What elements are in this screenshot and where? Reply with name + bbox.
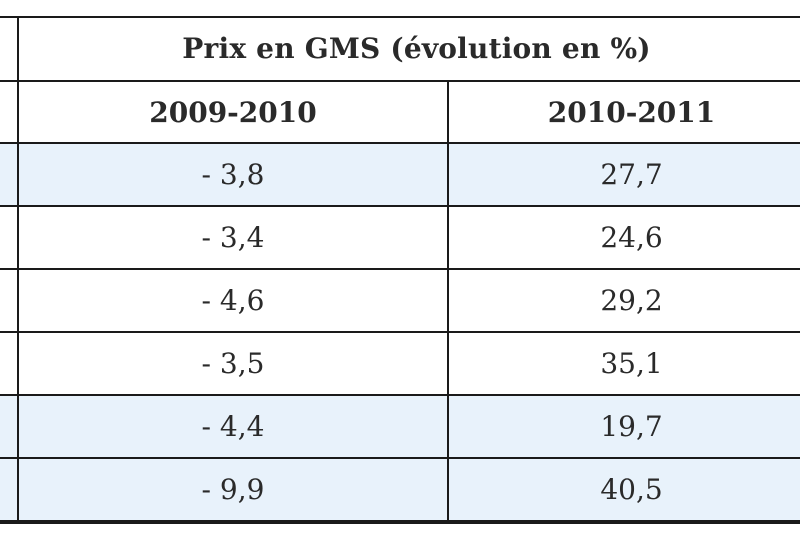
- table-stub-cell: [0, 205, 19, 270]
- table-cell: - 3,8: [17, 142, 449, 207]
- table-cell: - 3,5: [17, 331, 449, 396]
- table-cell: - 4,4: [17, 394, 449, 459]
- table-stub-cell: [0, 457, 19, 522]
- price-evolution-table: Prix en GMS (évolution en %) 2009-2010 2…: [0, 16, 800, 522]
- table-cell: 35,1: [446, 331, 800, 396]
- table-cell: - 4,6: [17, 268, 449, 333]
- table-cell: - 3,4: [17, 205, 449, 270]
- table-stub-cell: [0, 394, 19, 459]
- table-title-row: Prix en GMS (évolution en %): [0, 16, 800, 82]
- table-header-row: 2009-2010 2010-2011: [0, 80, 800, 144]
- table-row: - 4,6 29,2: [0, 268, 800, 333]
- table-row: - 4,4 19,7: [0, 394, 800, 459]
- table-cell: 29,2: [446, 268, 800, 333]
- table-cell: 40,5: [446, 457, 800, 522]
- table-stub-cell: [0, 331, 19, 396]
- table-row: - 9,9 40,5: [0, 457, 800, 522]
- table-stub-cell: [0, 80, 19, 144]
- table-row: - 3,5 35,1: [0, 331, 800, 396]
- table-stub-cell: [0, 268, 19, 333]
- table-stub-cell: [0, 16, 19, 82]
- table-row: - 3,8 27,7: [0, 142, 800, 207]
- table-cell: 27,7: [446, 142, 800, 207]
- column-header-2010-2011: 2010-2011: [446, 80, 800, 144]
- table-stub-cell: [0, 142, 19, 207]
- table-row: - 3,4 24,6: [0, 205, 800, 270]
- table-cell: 24,6: [446, 205, 800, 270]
- table-title: Prix en GMS (évolution en %): [16, 17, 800, 82]
- table-cell: - 9,9: [17, 457, 449, 522]
- table-cell: 19,7: [446, 394, 800, 459]
- column-header-2009-2010: 2009-2010: [17, 80, 449, 144]
